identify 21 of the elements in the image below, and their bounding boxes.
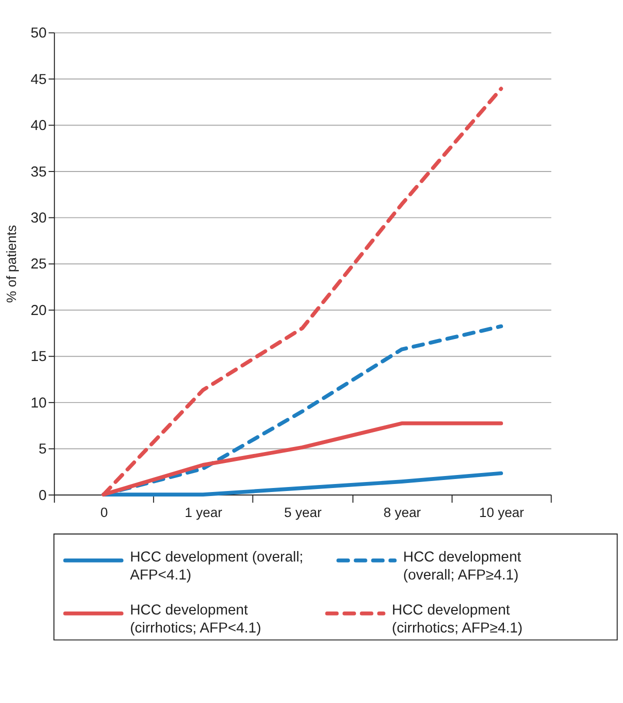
y-tick-label: 35 <box>30 164 47 180</box>
y-tick-label: 50 <box>30 26 47 42</box>
x-tick-label: 1 year <box>184 505 223 520</box>
x-tick-label: 0 <box>100 505 108 520</box>
y-axis-title: % of patients <box>4 224 20 303</box>
y-tick-label: 30 <box>30 210 47 227</box>
legend-label: HCC development (cirrhotics; AFP<4.1) <box>130 602 262 637</box>
y-tick-label: 45 <box>30 72 47 88</box>
y-tick-label: 25 <box>30 256 47 273</box>
y-tick-label: 15 <box>30 349 47 366</box>
legend-label: HCC development (overall; AFP≥4.1) <box>403 549 522 584</box>
y-tick-label: 40 <box>30 118 47 134</box>
x-tick-label: 10 year <box>479 505 525 520</box>
legend-label: HCC development (overall; AFP<4.1) <box>130 549 304 584</box>
y-tick-label: 5 <box>38 442 47 458</box>
y-tick-label: 0 <box>38 488 47 504</box>
x-tick-label: 8 year <box>383 505 422 520</box>
legend-label: HCC development (cirrhotics; AFP≥4.1) <box>392 602 523 637</box>
x-tick-label: 5 year <box>284 505 322 520</box>
y-tick-label: 20 <box>30 302 47 319</box>
y-tick-label: 10 <box>30 395 47 412</box>
